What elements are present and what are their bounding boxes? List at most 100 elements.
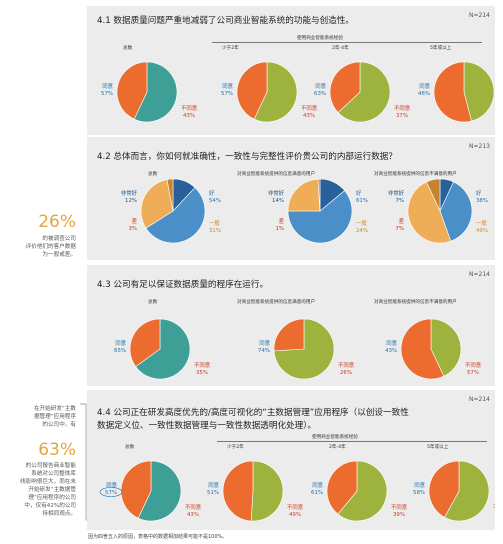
panel-4-4: 4.4 公司正在研发高度优先的/高度可视化的“主数据管理”应用程序（以创设一致性…	[87, 390, 495, 530]
slice-value-label: 38%	[476, 198, 488, 204]
span-header-line	[217, 441, 487, 442]
panel-4-3: 4.3 公司有足以保证数据质量的程序在运行。 N=214 总数 对商业智能系统提…	[87, 265, 495, 386]
pie-slice	[133, 61, 178, 123]
pie-slice	[317, 178, 321, 212]
slice-label: 一般	[476, 219, 487, 227]
pie-slice	[222, 460, 254, 522]
panel-title: 4.1 数据质量问题严重地减弱了公司商业智能系统的功能与创造性。	[97, 16, 355, 26]
slice-value-label: 43%	[183, 113, 195, 119]
column-label: 总数	[148, 300, 158, 305]
slice-label: 不同意	[391, 503, 408, 511]
column-label: 对商业智能系统提供的信息满意的用户	[237, 300, 316, 305]
pie-slice	[337, 460, 388, 522]
slice-value-label: 7%	[395, 226, 404, 232]
pie-slice	[428, 460, 460, 518]
pie-chart-row: 同意57%不同意43%同意51%不同意49%同意61%不同意39%同意58%不同…	[99, 460, 495, 522]
pie-slice	[250, 460, 284, 522]
pie-slice	[444, 460, 490, 522]
slice-label: 同意	[414, 481, 425, 489]
column-label: 少于2年	[222, 46, 239, 51]
pie-slice	[439, 181, 473, 242]
panel-title-line-2: 数据定义位、一致性数据管理与一致性数据透明化处理）。	[97, 421, 317, 431]
column-label: 对商业智能系统提供的信息满意的用户	[237, 172, 316, 177]
slice-label: 同意	[106, 481, 117, 489]
slice-label: 不同意	[465, 361, 482, 369]
slice-value-label: 43%	[303, 113, 315, 119]
slice-label: 同意	[315, 82, 326, 90]
panel-title: 4.2 总体而言，你如何就准确性，一致性与完整性评价贵公司的内部运行数据？	[97, 152, 397, 162]
stat-63-pre-text: 在开始研发“主数 据管理”应用程序 的公司中，有	[33, 406, 76, 428]
slice-label: 好	[476, 189, 482, 197]
pie-slice	[433, 61, 472, 123]
slice-value-label: 37%	[396, 113, 408, 119]
slice-value-label: 58%	[413, 490, 425, 496]
slice-label: 非常好	[121, 189, 138, 197]
slice-label: 非常好	[268, 189, 285, 197]
pie-slice	[400, 318, 445, 380]
slice-label: 同意	[386, 339, 397, 347]
slice-value-label: 26%	[340, 370, 352, 376]
slice-label: 差	[132, 217, 138, 225]
stat-26-text: 的被调查公司 评价他们的客户数据 为一般或差。	[25, 236, 76, 258]
slice-value-label: 57%	[101, 91, 113, 97]
slice-label: 好	[356, 189, 362, 197]
pie-slice	[463, 61, 495, 122]
column-label: 5年或以上	[427, 445, 449, 450]
sample-size: N=214	[469, 271, 490, 278]
slice-value-label: 39%	[393, 512, 405, 518]
panel-4-2: 4.2 总体而言，你如何就准确性，一致性与完整性评价贵公司的内部运行数据？ N=…	[87, 137, 495, 260]
panel-4-1: 4.1 数据质量问题严重地减弱了公司商业智能系统的功能与创造性。 N=214 使…	[87, 6, 495, 135]
slice-value-label: 3%	[128, 226, 137, 232]
slice-label: 差	[279, 217, 285, 225]
slice-value-label: 65%	[114, 348, 126, 354]
pie-chart-row: 同意57%不同意43%同意57%不同意43%同意63%不同意37%同意46%不同…	[101, 61, 495, 123]
slice-value-label: 61%	[311, 490, 323, 496]
slice-label: 同意	[419, 82, 430, 90]
slice-label: 非常好	[388, 189, 405, 197]
pie-slice	[129, 318, 161, 368]
pie-slice	[145, 187, 206, 244]
slice-value-label: 61%	[356, 198, 368, 204]
pie-slice	[253, 61, 298, 123]
panel-title: 4.4 公司正在研发高度优先的/高度可视化的“主数据管理”应用程序（以创设一致性	[97, 408, 409, 418]
pie-chart-row: 非常好12%好54%一般31%差3%非常好14%好61%一般24%差1%非常好7…	[121, 178, 488, 244]
pie-slice	[273, 318, 305, 352]
pie-slice	[287, 190, 353, 244]
slice-label: 不同意	[181, 104, 198, 112]
slice-value-label: 7%	[395, 198, 404, 204]
stat-26-percent: 26%	[38, 212, 76, 232]
pie-slice	[116, 61, 148, 120]
span-header-line	[212, 42, 482, 43]
slice-label: 好	[209, 189, 215, 197]
slice-label: 不同意	[338, 361, 355, 369]
highlight-ring	[99, 487, 123, 497]
slice-label: 不同意	[194, 361, 211, 369]
pie-slice	[407, 181, 452, 244]
column-label: 2年-4年	[329, 445, 346, 450]
pie-slice	[140, 179, 174, 229]
column-label: 对商业智能系统提供的信息不满意的用户	[374, 300, 457, 305]
slice-label: 同意	[115, 339, 126, 347]
pie-slice	[236, 61, 268, 120]
slice-label: 同意	[102, 82, 113, 90]
slice-value-label: 54%	[209, 198, 221, 204]
stat-63-text: 的公司报告商业智能 系统对公司整体库 线影响很巨大，而在未 开始研发“主数据管 …	[20, 463, 76, 517]
slice-value-label: 63%	[314, 91, 326, 97]
slice-value-label: 57%	[105, 490, 117, 496]
slice-label: 不同意	[301, 104, 318, 112]
pie-slice	[135, 318, 191, 380]
slice-value-label: 31%	[209, 228, 221, 234]
column-label: 对商业智能系统提供的信息不满意的用户	[374, 172, 457, 177]
slice-value-label: 49%	[476, 228, 488, 234]
footnote: 因为四舍五入的原因，表格中的数据相加结果可能不是100%。	[88, 534, 228, 540]
pie-slice	[287, 178, 321, 212]
stat-63-percent: 63%	[38, 440, 76, 460]
column-label: 少于2年	[227, 445, 244, 450]
slice-value-label: 57%	[221, 91, 233, 97]
slice-value-label: 46%	[418, 91, 430, 97]
sample-size: N=214	[469, 12, 490, 19]
slice-value-label: 14%	[272, 198, 284, 204]
column-label: 总数	[148, 172, 158, 177]
slice-value-label: 51%	[207, 490, 219, 496]
